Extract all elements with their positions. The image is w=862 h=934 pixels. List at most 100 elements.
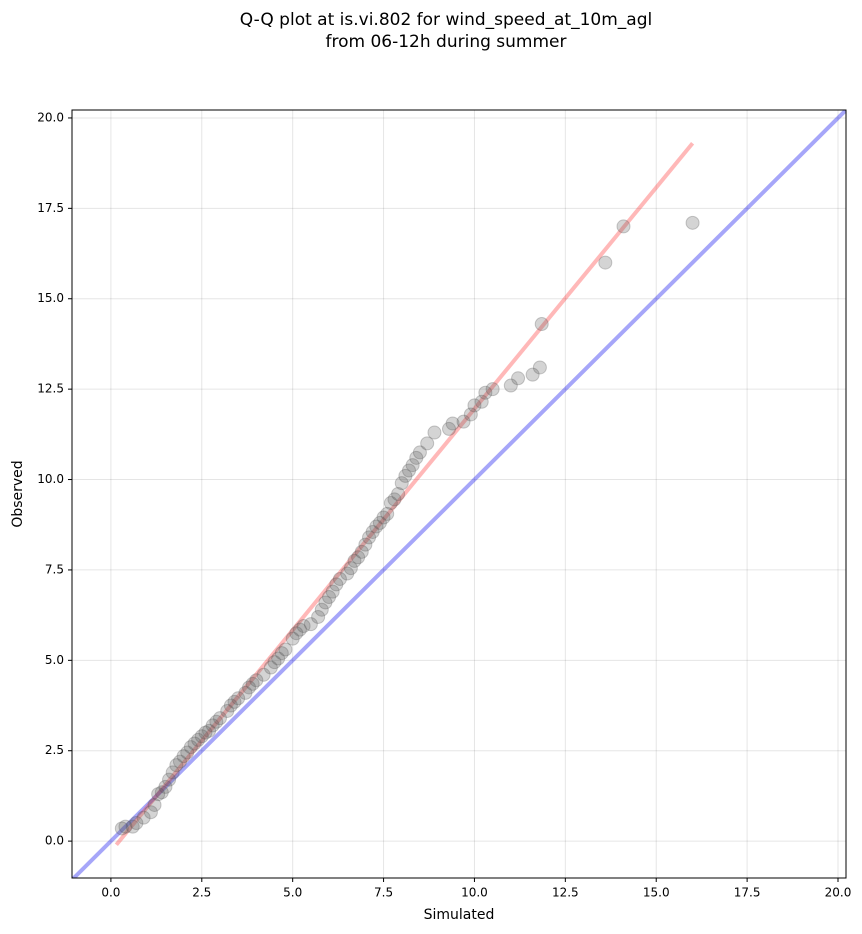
data-point <box>354 544 369 559</box>
x-tick-label: 10.0 <box>461 886 488 900</box>
chart-title: Q-Q plot at is.vi.802 for wind_speed_at_… <box>240 10 652 30</box>
x-tick-label: 17.5 <box>734 886 761 900</box>
data-point <box>394 476 409 491</box>
data-point <box>358 537 373 552</box>
data-point <box>369 519 384 534</box>
data-point <box>478 385 493 400</box>
grid <box>72 110 846 878</box>
data-point <box>169 758 184 773</box>
data-point <box>194 729 209 744</box>
data-point <box>534 317 549 332</box>
data-point <box>332 571 347 586</box>
data-point <box>271 651 286 666</box>
data-point <box>289 626 304 641</box>
data-point <box>391 487 406 501</box>
data-point <box>267 655 282 670</box>
data-point <box>118 819 133 834</box>
data-point <box>420 436 435 451</box>
data-point <box>129 816 144 831</box>
data-point <box>274 646 289 661</box>
data-point <box>296 618 311 633</box>
x-tick-label: 2.5 <box>192 886 211 900</box>
data-point <box>685 215 700 230</box>
y-axis-label: Observed <box>10 460 26 527</box>
plot-area <box>72 110 846 878</box>
data-point <box>376 510 391 525</box>
data-point <box>463 407 478 422</box>
data-point <box>147 797 162 812</box>
data-point <box>180 745 195 760</box>
data-point <box>365 524 380 539</box>
x-tick-label: 7.5 <box>374 886 393 900</box>
x-tick-label: 0.0 <box>101 886 120 900</box>
x-tick-label: 5.0 <box>283 886 302 900</box>
data-point <box>456 414 471 429</box>
data-point <box>325 584 340 599</box>
data-point <box>303 617 318 632</box>
data-point <box>114 821 129 836</box>
data-point <box>158 779 173 794</box>
data-point <box>198 725 213 740</box>
x-tick-label: 12.5 <box>552 886 579 900</box>
data-point <box>442 421 457 436</box>
data-point <box>311 609 326 624</box>
data-point <box>209 714 224 729</box>
data-point <box>329 577 344 592</box>
axes-frame <box>71 109 847 879</box>
y-tick-label: 7.5 <box>45 562 64 576</box>
data-point <box>136 810 151 825</box>
data-point <box>383 496 398 511</box>
data-point <box>223 698 238 713</box>
x-tick-label: 15.0 <box>643 886 670 900</box>
data-point <box>380 506 395 521</box>
data-point <box>347 553 362 568</box>
reference-line <box>72 110 846 878</box>
data-point <box>362 530 377 545</box>
data-point <box>212 711 227 726</box>
data-point <box>176 749 191 764</box>
data-point <box>205 718 220 733</box>
data-point <box>256 667 271 682</box>
data-point <box>172 754 187 769</box>
data-point <box>387 492 402 507</box>
data-point <box>285 631 300 646</box>
data-point <box>340 566 355 581</box>
data-point <box>183 740 198 755</box>
chart-title: from 06-12h during summer <box>326 32 567 52</box>
y-tick-label: 2.5 <box>45 743 64 757</box>
data-point <box>242 680 257 695</box>
data-point <box>372 515 387 530</box>
data-point <box>412 445 427 460</box>
data-point <box>165 765 180 780</box>
data-point <box>154 785 169 800</box>
data-point <box>511 371 526 386</box>
data-point <box>151 787 166 802</box>
y-tick-label: 20.0 <box>37 110 64 124</box>
data-point <box>405 458 420 473</box>
data-point <box>525 367 540 382</box>
data-point <box>125 819 140 834</box>
y-tick-label: 0.0 <box>45 834 64 848</box>
data-point <box>227 694 242 709</box>
data-point <box>162 772 177 787</box>
data-point <box>245 676 260 691</box>
data-point <box>187 736 202 751</box>
data-point <box>402 463 417 478</box>
data-point <box>616 219 631 234</box>
data-point <box>318 595 333 610</box>
data-point <box>292 622 307 637</box>
y-tick-label: 17.5 <box>37 201 64 215</box>
data-point <box>143 805 158 820</box>
data-point <box>427 425 442 440</box>
data-point <box>278 642 293 657</box>
data-point <box>409 450 424 465</box>
data-point <box>474 394 489 409</box>
x-axis-label: Simulated <box>424 907 495 923</box>
data-point <box>220 703 235 718</box>
data-point <box>532 360 547 375</box>
y-tick-label: 12.5 <box>37 382 64 396</box>
data-point <box>322 590 337 605</box>
data-point <box>191 732 206 747</box>
data-point <box>598 255 613 270</box>
